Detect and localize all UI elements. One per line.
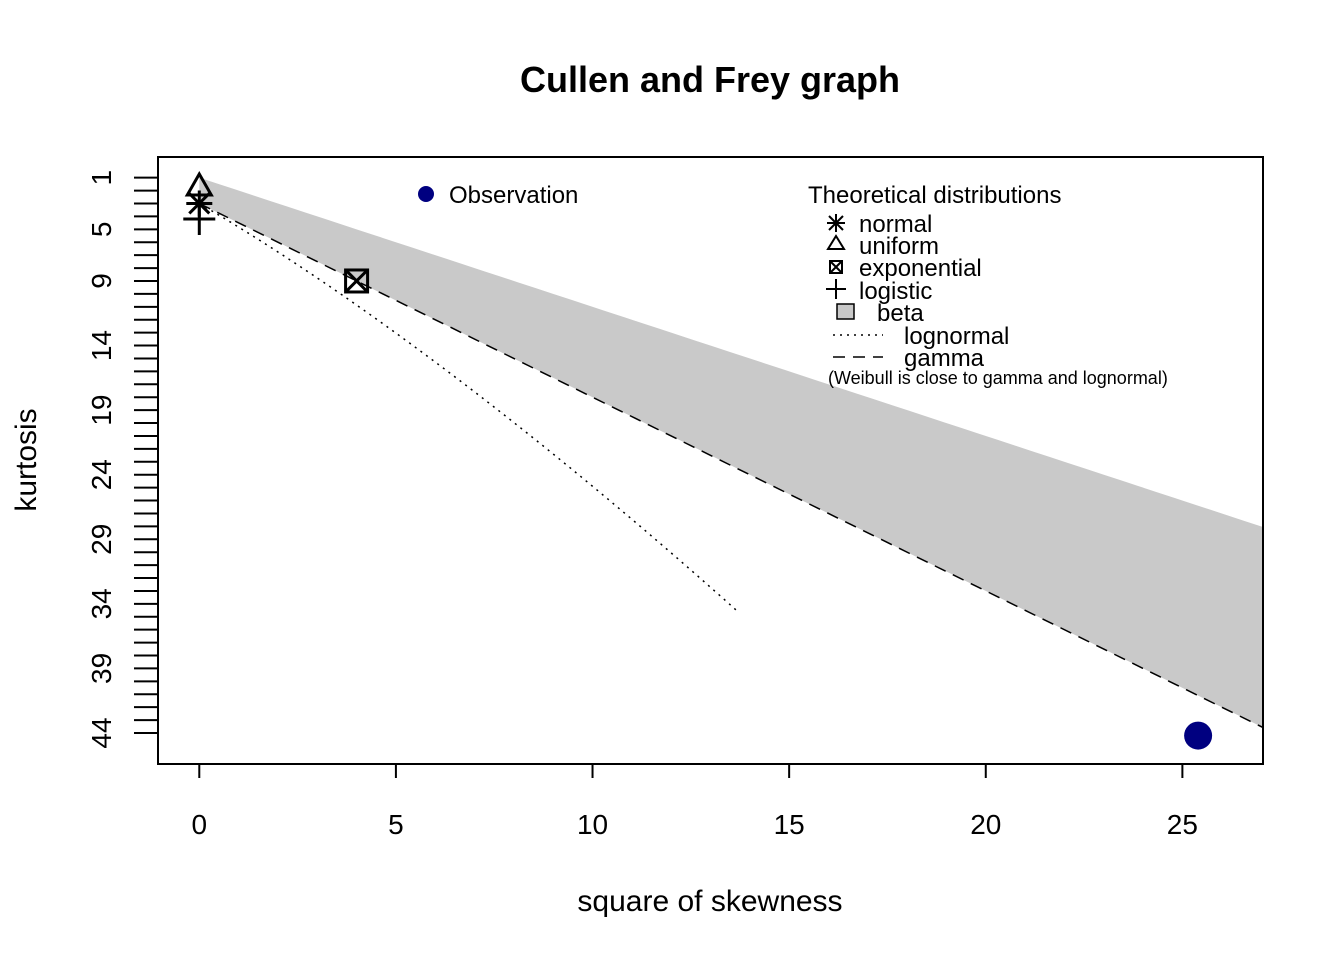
chart-title: Cullen and Frey graph [520, 59, 900, 100]
legend-gamma-label: gamma [904, 345, 985, 372]
y-tick-label: 29 [86, 524, 117, 555]
lognormal-curve [198, 202, 737, 611]
legend-theoretical-title: Theoretical distributions [808, 182, 1061, 209]
y-tick-label: 9 [86, 273, 117, 289]
legend-uniform-label: uniform [859, 233, 939, 260]
uniform-marker [184, 170, 214, 197]
uniform-marker-shape [184, 170, 214, 197]
logistic-marker [183, 202, 216, 235]
legend-normal-symbol [827, 214, 845, 232]
legend-note: (Weibull is close to gamma and lognormal… [828, 368, 1168, 388]
plot-area [198, 177, 1263, 729]
x-tick-label: 20 [970, 809, 1001, 840]
y-tick-label: 44 [86, 717, 117, 748]
y-tick-label: 19 [86, 395, 117, 426]
x-tick-label: 5 [388, 809, 404, 840]
y-tick-label: 14 [86, 330, 117, 361]
y-axis-label: kurtosis [10, 408, 43, 511]
exponential-marker [344, 268, 370, 294]
exponential-marker-stroke [344, 268, 369, 294]
legend-exponential-symbol [829, 260, 843, 274]
exponential-marker-box [344, 268, 370, 294]
gamma-line [198, 202, 1263, 729]
y-tick-label: 39 [86, 653, 117, 684]
legend-logistic-symbol [826, 279, 846, 299]
legend-normal-label: normal [859, 211, 932, 238]
legend-uniform-symbol [826, 234, 846, 250]
legend-lognormal-label: lognormal [904, 323, 1009, 350]
x-tick-label: 15 [774, 809, 805, 840]
x-tick-label: 10 [577, 809, 608, 840]
y-tick-label: 24 [86, 459, 117, 490]
legend-beta-symbol [836, 303, 855, 320]
x-tick-label: 25 [1167, 809, 1198, 840]
legend-logistic-label: logistic [859, 278, 932, 305]
beta-region [199, 177, 1263, 728]
markers [183, 170, 1213, 750]
y-tick-label: 5 [86, 222, 117, 238]
y-tick-label: 34 [86, 588, 117, 619]
x-tick-label: 0 [192, 809, 208, 840]
x-axis-label: square of skewness [577, 885, 842, 918]
legend-beta-label: beta [877, 300, 924, 327]
legend-exponential-label: exponential [859, 255, 982, 282]
legend-observation-symbol [418, 186, 434, 202]
legend-observation: Observation [418, 182, 578, 209]
observation-point [1184, 721, 1213, 750]
y-tick-label: 1 [86, 170, 117, 186]
legend-theoretical: Theoretical distributions normal uniform… [808, 182, 1168, 388]
legend-observation-label: Observation [449, 182, 578, 209]
